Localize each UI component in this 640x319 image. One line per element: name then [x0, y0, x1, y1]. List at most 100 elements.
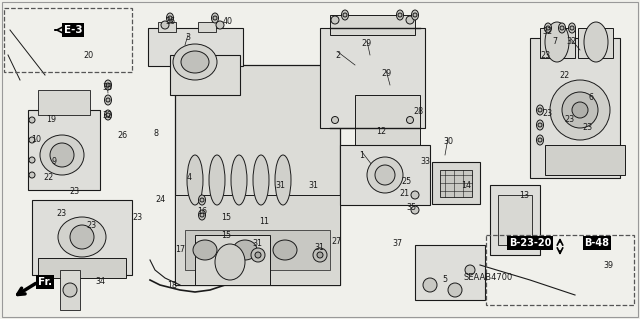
- Ellipse shape: [367, 157, 403, 193]
- Circle shape: [29, 117, 35, 123]
- Text: 35: 35: [406, 204, 416, 212]
- Ellipse shape: [313, 248, 327, 262]
- Ellipse shape: [198, 195, 205, 205]
- Circle shape: [406, 116, 413, 123]
- Ellipse shape: [40, 135, 84, 175]
- Text: 14: 14: [461, 181, 471, 189]
- Ellipse shape: [584, 22, 608, 62]
- Bar: [330, 15, 415, 35]
- Bar: [32, 200, 132, 275]
- Ellipse shape: [375, 165, 395, 185]
- Text: 29: 29: [362, 40, 372, 48]
- Bar: [38, 258, 126, 278]
- Text: B-23-20: B-23-20: [509, 238, 551, 248]
- Ellipse shape: [562, 92, 598, 128]
- Text: 25: 25: [401, 177, 411, 187]
- Ellipse shape: [166, 13, 173, 23]
- Ellipse shape: [233, 240, 257, 260]
- Bar: [540, 28, 575, 58]
- Ellipse shape: [187, 155, 203, 205]
- Bar: [28, 110, 100, 190]
- Ellipse shape: [545, 22, 569, 62]
- Text: 13: 13: [519, 190, 529, 199]
- Circle shape: [200, 213, 204, 217]
- Bar: [578, 28, 613, 58]
- Text: 28: 28: [413, 108, 423, 116]
- Bar: [545, 145, 625, 175]
- Ellipse shape: [231, 155, 247, 205]
- Circle shape: [411, 191, 419, 199]
- Text: 38: 38: [102, 84, 112, 93]
- Text: 17: 17: [175, 244, 185, 254]
- Ellipse shape: [536, 120, 543, 130]
- Text: 19: 19: [46, 115, 56, 124]
- Bar: [4, 8, 132, 72]
- Circle shape: [538, 123, 542, 127]
- Circle shape: [29, 157, 35, 163]
- Text: 23: 23: [86, 220, 96, 229]
- Text: 23: 23: [582, 123, 592, 132]
- Ellipse shape: [104, 95, 111, 105]
- Text: 23: 23: [132, 213, 142, 222]
- Text: 23: 23: [542, 108, 552, 117]
- Ellipse shape: [536, 105, 543, 115]
- Circle shape: [63, 283, 77, 297]
- Circle shape: [570, 26, 574, 30]
- Ellipse shape: [104, 80, 111, 90]
- Bar: [440, 170, 472, 197]
- Ellipse shape: [342, 10, 349, 20]
- Text: 26: 26: [117, 131, 127, 140]
- Text: 37: 37: [392, 240, 402, 249]
- Circle shape: [538, 108, 542, 112]
- Text: 31: 31: [314, 243, 324, 253]
- Text: 21: 21: [399, 189, 409, 198]
- Bar: [60, 270, 80, 310]
- Text: B-48: B-48: [584, 238, 609, 248]
- Circle shape: [216, 21, 224, 29]
- Text: 5: 5: [442, 276, 447, 285]
- Ellipse shape: [193, 240, 217, 260]
- Circle shape: [448, 283, 462, 297]
- Ellipse shape: [104, 110, 111, 120]
- Text: 34: 34: [95, 278, 105, 286]
- Ellipse shape: [173, 44, 217, 80]
- Text: 22: 22: [559, 71, 569, 80]
- Text: 23: 23: [56, 210, 66, 219]
- Ellipse shape: [50, 143, 74, 167]
- Text: 40: 40: [223, 18, 233, 26]
- Circle shape: [106, 83, 110, 87]
- Circle shape: [465, 265, 475, 275]
- Text: 31: 31: [252, 239, 262, 248]
- Ellipse shape: [536, 135, 543, 145]
- Text: 32: 32: [542, 26, 552, 35]
- Text: 3: 3: [186, 33, 191, 42]
- Circle shape: [406, 16, 414, 24]
- Bar: [530, 38, 620, 178]
- Bar: [158, 22, 176, 32]
- Ellipse shape: [317, 252, 323, 258]
- Text: 27: 27: [332, 238, 342, 247]
- Ellipse shape: [568, 23, 575, 33]
- Ellipse shape: [275, 155, 291, 205]
- Text: 33: 33: [420, 158, 430, 167]
- Text: 1: 1: [360, 151, 365, 160]
- Text: 32: 32: [102, 112, 112, 121]
- Bar: [175, 65, 340, 285]
- Text: 4: 4: [186, 174, 191, 182]
- Circle shape: [411, 206, 419, 214]
- Circle shape: [168, 16, 172, 20]
- Bar: [195, 235, 270, 285]
- Text: 30: 30: [443, 137, 453, 145]
- Text: 24: 24: [155, 196, 165, 204]
- Circle shape: [331, 16, 339, 24]
- Circle shape: [560, 26, 564, 30]
- Text: 12: 12: [376, 128, 386, 137]
- Text: SEAAB4700: SEAAB4700: [463, 272, 513, 281]
- Ellipse shape: [251, 248, 265, 262]
- Bar: [498, 195, 532, 245]
- Text: 16: 16: [197, 207, 207, 217]
- Bar: [185, 230, 330, 270]
- Ellipse shape: [198, 210, 205, 220]
- Ellipse shape: [209, 155, 225, 205]
- Text: 9: 9: [51, 158, 56, 167]
